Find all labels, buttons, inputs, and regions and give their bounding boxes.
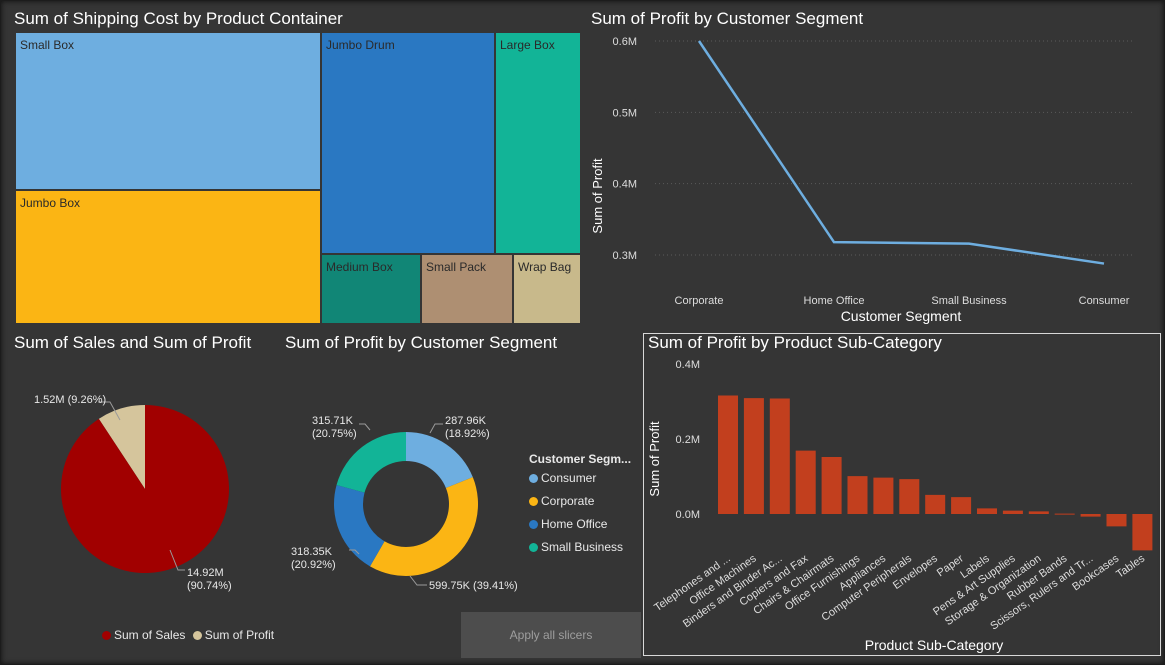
legend-label: Corporate xyxy=(541,494,595,508)
donut-chart-title: Sum of Profit by Customer Segment xyxy=(285,333,558,352)
bar-chart-title: Sum of Profit by Product Sub-Category xyxy=(648,333,942,352)
treemap-tile[interactable]: Medium Box xyxy=(321,254,421,324)
bar[interactable] xyxy=(873,477,894,514)
treemap-tile[interactable]: Small Pack xyxy=(421,254,513,324)
bar[interactable] xyxy=(1106,514,1127,527)
bar[interactable] xyxy=(718,395,738,515)
line-x-tick: Home Office xyxy=(804,295,865,307)
bar[interactable] xyxy=(899,479,920,514)
line-y-tick: 0.4M xyxy=(613,179,637,191)
donut-slice[interactable] xyxy=(334,485,385,567)
line-x-axis-label: Customer Segment xyxy=(841,308,962,324)
donut-legend-item[interactable]: Small Business xyxy=(529,540,623,554)
donut-label-homeoffice-value: 318.35K xyxy=(291,546,333,558)
pie-chart-title: Sum of Sales and Sum of Profit xyxy=(14,333,252,352)
donut-leader-line xyxy=(409,575,427,586)
legend-dot xyxy=(529,497,538,506)
tile-label: Wrap Bag xyxy=(518,260,572,274)
tile-label: Small Box xyxy=(20,38,75,52)
legend-label-profit: Sum of Profit xyxy=(204,628,275,642)
line-x-tick: Consumer xyxy=(1079,295,1130,307)
legend-dot xyxy=(529,543,538,552)
donut-label-consumer-percent: (18.92%) xyxy=(445,428,490,440)
bar-x-axis-label: Product Sub-Category xyxy=(865,637,1004,653)
treemap-tile[interactable]: Jumbo Drum xyxy=(321,32,495,254)
bar-y-tick: 0.0M xyxy=(676,509,700,521)
line-chart[interactable]: 0.3M 0.4M 0.5M 0.6M Corporate Home Office Sma… xyxy=(585,30,1161,330)
legend-label-sales: Sum of Sales xyxy=(114,628,186,642)
treemap-tile[interactable]: Wrap Bag xyxy=(513,254,581,324)
treemap-tile[interactable]: Jumbo Box xyxy=(15,190,321,324)
pie-legend: Sum of Sales Sum of Profit xyxy=(102,628,274,642)
legend-label: Home Office xyxy=(541,517,608,531)
tile-label: Jumbo Drum xyxy=(326,38,395,52)
donut-legend-item[interactable]: Consumer xyxy=(529,471,596,485)
treemap-title: Sum of Shipping Cost by Product Containe… xyxy=(14,9,343,28)
donut-label-smallbusiness-percent: (20.75%) xyxy=(312,428,357,440)
legend-label: Consumer xyxy=(541,471,597,485)
donut-leader-line xyxy=(429,423,443,434)
bar[interactable] xyxy=(1132,514,1153,551)
pie-leader-line xyxy=(98,401,121,421)
line-series[interactable] xyxy=(697,40,1105,265)
donut-legend-item[interactable]: Corporate xyxy=(529,494,594,508)
donut-label-smallbusiness-value: 315.71K xyxy=(312,415,354,427)
bar[interactable] xyxy=(821,457,842,514)
legend-dot-profit xyxy=(192,631,202,640)
tile-label: Medium Box xyxy=(326,260,393,274)
bar-y-tick: 0.4M xyxy=(676,359,700,371)
legend-label: Small Business xyxy=(541,540,624,554)
donut-slice[interactable] xyxy=(406,432,473,488)
line-y-tick: 0.3M xyxy=(613,250,637,262)
bar[interactable] xyxy=(795,450,816,514)
pie-slice[interactable] xyxy=(61,405,230,573)
legend-dot xyxy=(529,520,538,529)
tile-label: Jumbo Box xyxy=(20,196,81,210)
pie-chart[interactable]: 1.52M (9.26%) 14.92M (90.74%) xyxy=(10,360,280,610)
donut-legend-item[interactable]: Home Office xyxy=(529,517,607,531)
bar-chart-panel xyxy=(643,333,1161,656)
bar-chart[interactable]: 0.0M0.2M0.4M Telephones and ...Office Ma… xyxy=(644,355,1159,655)
line-y-tick: 0.6M xyxy=(613,36,637,48)
donut-leader-line xyxy=(359,423,371,431)
bar[interactable] xyxy=(743,398,764,514)
bar-y-tick: 0.2M xyxy=(676,434,700,446)
donut-label-consumer-value: 287.96K xyxy=(445,415,487,427)
tile-label: Large Box xyxy=(500,38,555,52)
donut-label-homeoffice-percent: (20.92%) xyxy=(291,559,336,571)
donut-leader-line xyxy=(349,549,360,555)
legend-dot xyxy=(529,474,538,483)
bar[interactable] xyxy=(1080,514,1101,517)
bar[interactable] xyxy=(1002,510,1023,514)
bar[interactable] xyxy=(769,398,790,515)
apply-all-slicers-button[interactable]: Apply all slicers xyxy=(461,612,641,658)
bar[interactable] xyxy=(1028,511,1049,514)
line-y-axis-label: Sum of Profit xyxy=(590,158,605,234)
donut-chart[interactable]: 287.96K (18.92%) 315.71K (20.75%) 318.35… xyxy=(285,400,525,600)
tile-label: Small Pack xyxy=(426,260,487,274)
treemap-tile[interactable]: Small Box xyxy=(15,32,321,190)
pie-label-sales-percent: (90.74%) xyxy=(187,580,232,592)
donut-slice[interactable] xyxy=(370,477,478,576)
legend-dot-sales xyxy=(102,631,111,640)
donut-legend-title: Customer Segm... xyxy=(529,452,632,466)
bar[interactable] xyxy=(1054,513,1075,515)
line-x-tick: Small Business xyxy=(931,295,1007,307)
bar-x-tick: Tables xyxy=(1114,552,1147,580)
treemap-tile[interactable]: Large Box xyxy=(495,32,581,254)
bar[interactable] xyxy=(977,508,997,514)
pie-label-sales-value: 14.92M xyxy=(187,567,224,579)
line-x-tick: Corporate xyxy=(675,295,724,307)
line-chart-title: Sum of Profit by Customer Segment xyxy=(591,9,864,28)
donut-label-corporate: 599.75K (39.41%) xyxy=(429,580,518,592)
donut-slice[interactable] xyxy=(336,432,406,493)
line-y-tick: 0.5M xyxy=(613,107,637,119)
bar[interactable] xyxy=(925,494,946,514)
bar[interactable] xyxy=(847,476,868,514)
bar[interactable] xyxy=(951,497,972,514)
bar-y-axis-label: Sum of Profit xyxy=(647,421,662,497)
pie-label-profit: 1.52M (9.26%) xyxy=(34,394,106,406)
pie-slice[interactable] xyxy=(98,405,145,489)
pie-leader-line xyxy=(169,549,185,571)
